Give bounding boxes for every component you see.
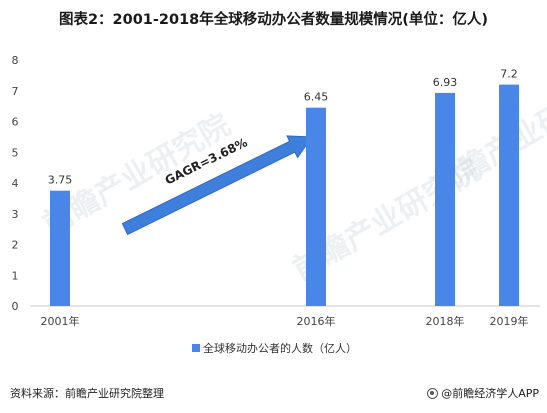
data-label: 3.75 [48,174,73,187]
bar [435,92,455,306]
x-tick-label: 2016年 [297,314,336,328]
y-tick-label: 6 [12,116,19,129]
y-tick-label: 5 [12,146,19,159]
brand-text: @前瞻经济学人APP [441,387,539,400]
y-tick-label: 7 [12,85,19,98]
data-label: 6.45 [304,91,329,104]
y-axis: 0 1 2 3 4 5 6 7 8 [12,54,19,313]
brand-logo-icon [427,387,439,399]
y-tick-label: 8 [12,54,19,67]
y-tick-label: 1 [12,269,19,282]
x-tick-label: 2001年 [41,314,80,328]
legend-label: 全球移动办公者的人数（亿人） [203,341,357,355]
y-tick-label: 0 [12,300,19,313]
chart-title: 图表2：2001-2018年全球移动办公者数量规模情况(单位：亿人) [58,12,489,28]
brand-credit: @前瞻经济学人APP [427,385,539,401]
bar [50,190,70,306]
growth-arrow: GAGR=3.68% [121,135,313,236]
x-tick-label: 2018年 [426,314,465,328]
bar [499,84,519,306]
y-tick-label: 4 [12,177,19,190]
legend-swatch [192,344,200,352]
y-tick-label: 2 [12,239,19,252]
data-label: 6.93 [433,76,458,89]
x-tick-label: 2019年 [490,314,529,328]
y-tick-label: 3 [12,208,19,221]
legend: 全球移动办公者的人数（亿人） [192,341,357,355]
data-label: 7.2 [500,68,518,81]
bars: 3.75 6.45 6.93 7.2 [48,68,519,306]
x-axis: 2001年 2016年 2018年 2019年 [41,314,529,328]
bar [306,107,326,306]
source-note: 资料来源：前瞻产业研究院整理 [10,387,164,400]
growth-arrow-shape [121,135,313,236]
